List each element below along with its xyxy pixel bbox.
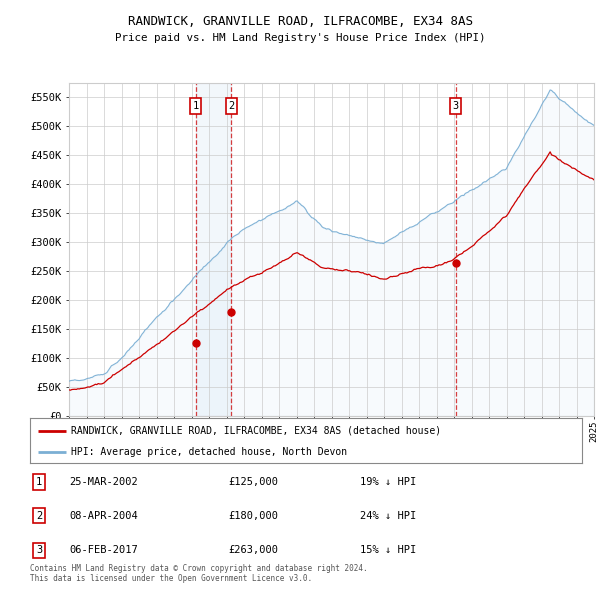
Text: RANDWICK, GRANVILLE ROAD, ILFRACOMBE, EX34 8AS: RANDWICK, GRANVILLE ROAD, ILFRACOMBE, EX…: [128, 15, 473, 28]
Text: 19% ↓ HPI: 19% ↓ HPI: [360, 477, 416, 487]
Text: 08-APR-2004: 08-APR-2004: [69, 511, 138, 520]
Text: 06-FEB-2017: 06-FEB-2017: [69, 546, 138, 555]
Text: 2: 2: [36, 511, 42, 520]
Text: £180,000: £180,000: [228, 511, 278, 520]
Text: 3: 3: [36, 546, 42, 555]
Bar: [196, 83, 232, 416]
Text: 1: 1: [36, 477, 42, 487]
Text: 1: 1: [193, 101, 199, 111]
Text: RANDWICK, GRANVILLE ROAD, ILFRACOMBE, EX34 8AS (detached house): RANDWICK, GRANVILLE ROAD, ILFRACOMBE, EX…: [71, 426, 442, 436]
Text: HPI: Average price, detached house, North Devon: HPI: Average price, detached house, Nort…: [71, 447, 347, 457]
Text: 25-MAR-2002: 25-MAR-2002: [69, 477, 138, 487]
Text: £125,000: £125,000: [228, 477, 278, 487]
Text: 3: 3: [452, 101, 459, 111]
Text: 2: 2: [228, 101, 235, 111]
Text: 15% ↓ HPI: 15% ↓ HPI: [360, 546, 416, 555]
Text: 24% ↓ HPI: 24% ↓ HPI: [360, 511, 416, 520]
Text: Contains HM Land Registry data © Crown copyright and database right 2024.
This d: Contains HM Land Registry data © Crown c…: [30, 563, 368, 583]
Text: Price paid vs. HM Land Registry's House Price Index (HPI): Price paid vs. HM Land Registry's House …: [115, 33, 485, 43]
Text: £263,000: £263,000: [228, 546, 278, 555]
